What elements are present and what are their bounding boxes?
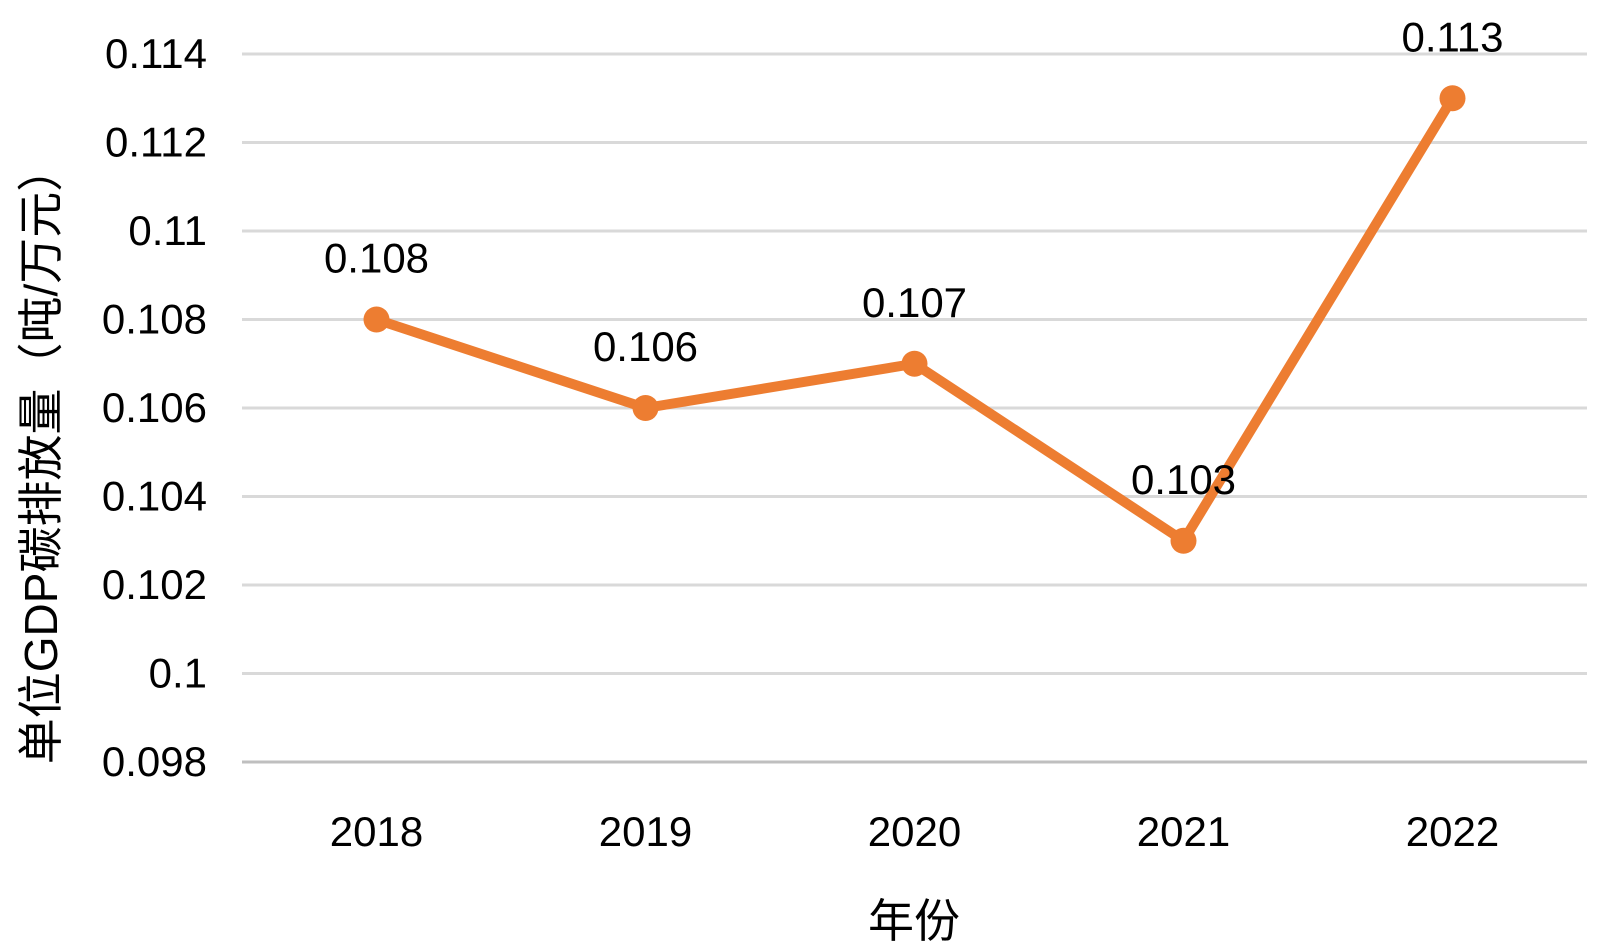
x-category-label: 2021 (1137, 808, 1230, 855)
data-label: 0.108 (324, 235, 429, 282)
y-tick-label: 0.1 (149, 650, 207, 697)
x-axis-title: 年份 (868, 895, 960, 947)
y-axis-title: 单位GDP碳排放量（吨/万元） (15, 145, 67, 765)
y-tick-label: 0.102 (102, 561, 207, 608)
data-point-marker (632, 395, 659, 421)
y-tick-label: 0.104 (102, 473, 207, 520)
x-category-label: 2022 (1406, 808, 1499, 855)
y-tick-label: 0.114 (105, 30, 207, 77)
x-category-label: 2018 (330, 808, 423, 855)
y-tick-label: 0.112 (105, 119, 207, 166)
x-category-label: 2020 (868, 808, 961, 855)
y-tick-label: 0.106 (102, 384, 207, 431)
data-label: 0.103 (1131, 456, 1236, 503)
data-label: 0.106 (593, 323, 698, 370)
y-tick-label: 0.098 (102, 738, 207, 785)
data-point-marker (1170, 527, 1197, 554)
data-label: 0.113 (1402, 13, 1504, 60)
x-category-label: 2019 (599, 808, 692, 855)
data-point-marker (363, 306, 390, 333)
data-point-marker (1439, 85, 1466, 112)
y-tick-label: 0.108 (102, 296, 207, 343)
data-point-marker (901, 350, 928, 377)
y-tick-label: 0.11 (128, 207, 207, 254)
data-label: 0.107 (862, 279, 967, 326)
